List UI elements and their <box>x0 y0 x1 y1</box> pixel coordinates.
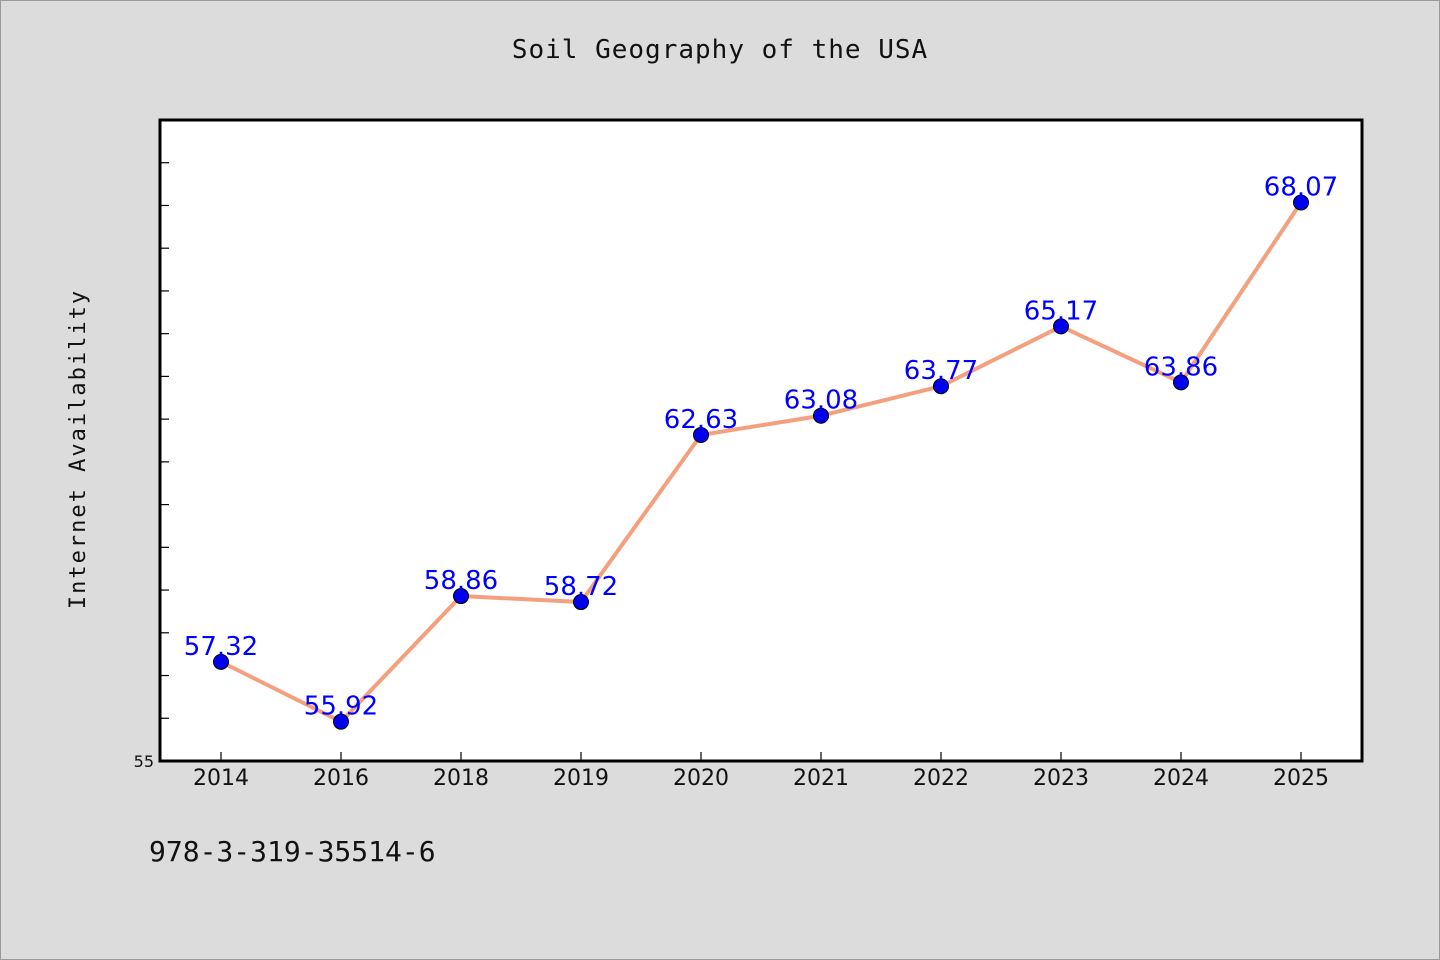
y-tick-label: 55 <box>134 752 154 771</box>
data-point <box>333 713 349 730</box>
series-line <box>220 201 1303 724</box>
data-label: 58.86 <box>424 566 498 596</box>
data-label: 63.08 <box>784 386 858 416</box>
data-point <box>573 594 589 611</box>
y-axis-ticks: 55 <box>134 162 169 771</box>
y-axis-label: Internet Availability <box>66 289 91 609</box>
data-label: 63.77 <box>904 356 978 386</box>
series-line-group <box>220 201 1303 724</box>
x-tick-label: 2021 <box>793 766 849 791</box>
x-tick-label: 2022 <box>913 766 969 791</box>
data-label: 63.86 <box>1144 352 1218 382</box>
data-label: 65.17 <box>1024 296 1098 326</box>
data-label: 57.32 <box>184 632 258 662</box>
data-point <box>933 378 949 395</box>
data-point <box>213 653 229 670</box>
x-tick-label: 2025 <box>1273 766 1329 791</box>
x-tick-label: 2016 <box>313 766 369 791</box>
x-tick-label: 2024 <box>1153 766 1209 791</box>
x-tick-label: 2019 <box>553 766 609 791</box>
data-point <box>1053 318 1069 335</box>
data-point <box>453 588 469 605</box>
isbn-text: 978-3-319-35514-6 <box>149 835 436 868</box>
data-point <box>813 407 829 424</box>
data-label: 62.63 <box>664 405 738 435</box>
x-tick-label: 2014 <box>193 766 249 791</box>
data-labels: 57.32 55.92 58.86 58.72 62.63 63.08 63.77 65.17… <box>184 172 1338 721</box>
plot-area <box>158 118 1364 763</box>
data-point <box>693 426 709 443</box>
x-tick-label: 2018 <box>433 766 489 791</box>
data-label: 68.07 <box>1264 172 1338 202</box>
data-points <box>213 194 1309 730</box>
chart-title: Soil Geography of the USA <box>511 35 929 65</box>
data-label: 58.72 <box>544 572 618 602</box>
data-point <box>1173 374 1189 391</box>
x-axis-ticks: 2014 2016 2018 2019 2020 2021 2022 2023 2024 2025 <box>193 752 1329 791</box>
data-point <box>1293 194 1309 211</box>
data-label: 55.92 <box>304 692 378 722</box>
x-tick-label: 2020 <box>673 766 729 791</box>
x-tick-label: 2023 <box>1033 766 1089 791</box>
